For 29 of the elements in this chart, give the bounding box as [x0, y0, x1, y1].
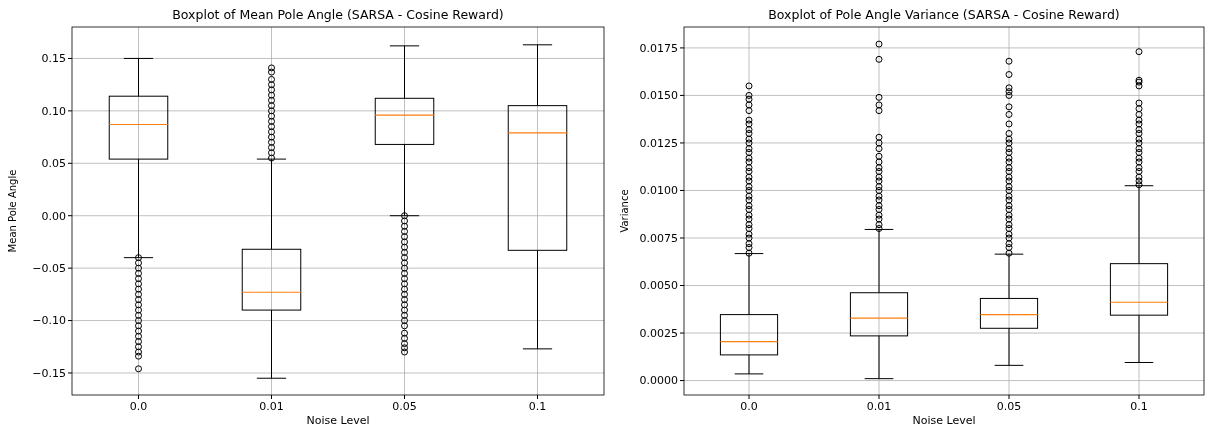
y-tick-label: −0.10 [32, 314, 66, 328]
x-tick-label: 0.01 [866, 400, 892, 413]
x-tick-label: 0.05 [392, 400, 417, 413]
y-tick-label: 0.0125 [639, 136, 678, 150]
x-tick-label: 0.1 [528, 400, 547, 413]
y-axis-title: Mean Pole Angle [7, 169, 18, 253]
x-axis-title: Noise Level [912, 414, 976, 427]
y-tick-label: 0.05 [41, 157, 66, 171]
y-tick-label: −0.15 [32, 366, 66, 380]
x-tick-label: 0.0 [129, 400, 148, 413]
x-tick-label: 0.05 [996, 400, 1022, 413]
chart-title: Boxplot of Pole Angle Variance (SARSA - Cosine Reward) [768, 7, 1120, 22]
x-tick-label: 0.0 [740, 400, 758, 413]
y-tick-label: 0.00 [41, 209, 66, 223]
y-tick-label: 0.0100 [639, 184, 678, 198]
x-axis-title: Noise Level [306, 414, 370, 427]
y-tick-label: 0.0025 [639, 326, 678, 340]
y-tick-label: 0.0150 [639, 89, 678, 103]
y-tick-label: 0.15 [41, 52, 66, 66]
y-tick-label: 0.0075 [639, 231, 678, 245]
y-axis-title: Variance [619, 189, 630, 233]
y-tick-label: −0.05 [32, 261, 66, 275]
y-tick-label: 0.10 [41, 104, 66, 118]
chart-title: Boxplot of Mean Pole Angle (SARSA - Cosine Reward) [172, 7, 504, 22]
y-tick-label: 0.0175 [639, 41, 678, 55]
y-tick-label: 0.0000 [639, 374, 678, 388]
x-tick-label: 0.1 [1130, 400, 1148, 413]
x-tick-label: 0.01 [259, 400, 284, 413]
y-tick-label: 0.0050 [639, 279, 678, 293]
